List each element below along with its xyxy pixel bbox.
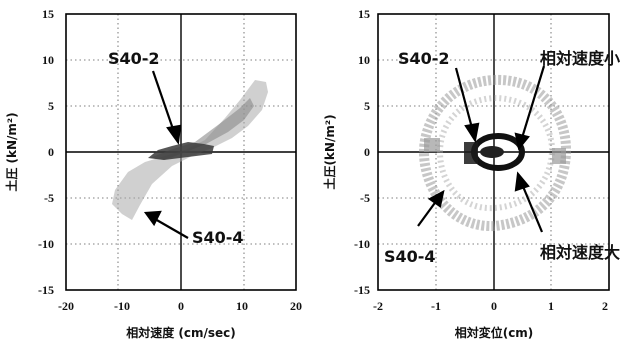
right-arrows [417, 65, 546, 233]
right-label-small-velocity: 相対速度小 [540, 49, 620, 68]
right-ytick-10: 10 [358, 53, 370, 67]
left-x-axis-label: 相対速度 (cm/sec) [126, 325, 236, 340]
left-plot-frame [65, 13, 297, 291]
left-label-s40-2: S40-2 [108, 49, 160, 68]
right-arrow-s40-2-line [454, 67, 474, 129]
right-ytick-m15: -15 [354, 283, 370, 297]
left-series-s40-2-cluster [148, 142, 214, 160]
right-series-s40-2-loop [464, 133, 525, 171]
right-s40-2-core [480, 146, 504, 158]
right-arrow-s40-2-head [464, 122, 480, 143]
right-xtick-2: 2 [602, 299, 608, 313]
right-arrow-large-head [514, 171, 530, 192]
left-xtick-10: 10 [236, 299, 248, 313]
left-ytick-m5: -5 [44, 191, 54, 205]
right-ytick-5: 5 [364, 99, 370, 113]
right-s40-2-left-blob [464, 142, 478, 164]
right-panel: S40-2 相対速度小 S40-4 相対速度大 15 10 5 0 -5 -10… [322, 7, 620, 340]
right-x-axis-label: 相対変位(cm) [455, 325, 534, 340]
right-plot-frame [377, 13, 610, 291]
right-x-ticks: -2 -1 0 1 2 [373, 299, 608, 313]
left-y-ticks: 15 10 5 0 -5 -10 -15 [38, 7, 54, 297]
left-xtick-20: 20 [290, 299, 302, 313]
right-s40-4-inner [436, 94, 556, 212]
right-series-s40-4-loop [418, 74, 572, 232]
right-ytick-m10: -10 [354, 237, 370, 251]
right-label-s40-2: S40-2 [398, 49, 450, 68]
left-ytick-0: 0 [48, 145, 54, 159]
left-ytick-5: 5 [48, 99, 54, 113]
right-arrow-s40-4-line [417, 199, 438, 227]
right-xtick-m2: -2 [373, 299, 383, 313]
right-xtick-0: 0 [491, 299, 497, 313]
right-ytick-0: 0 [364, 145, 370, 159]
right-s40-4-outer [418, 74, 572, 232]
left-arrow-s40-2-line [151, 70, 176, 133]
left-ytick-15: 15 [42, 7, 54, 21]
left-arrows [143, 70, 189, 239]
left-label-s40-4: S40-4 [192, 228, 244, 247]
right-label-large-velocity: 相対速度大 [540, 243, 620, 262]
left-arrow-s40-2-head [166, 124, 182, 145]
left-gridlines [66, 14, 296, 290]
left-x-ticks: -20 -10 0 10 20 [58, 299, 302, 313]
right-xtick-1: 1 [548, 299, 554, 313]
left-ytick-m15: -15 [38, 283, 54, 297]
right-y-axis-label: 土圧(kN/m²) [322, 114, 337, 189]
left-xtick-m20: -20 [58, 299, 74, 313]
left-ytick-10: 10 [42, 53, 54, 67]
left-y-axis-label: 土圧 (kN/m²) [4, 112, 19, 191]
left-panel: S40-2 S40-4 15 10 5 0 -5 -10 -15 -20 -10… [4, 7, 302, 340]
left-arrow-s40-4-head [143, 210, 162, 227]
right-label-s40-4: S40-4 [384, 247, 436, 266]
left-xtick-m10: -10 [114, 299, 130, 313]
right-arrow-small-line [520, 65, 546, 139]
left-ytick-m10: -10 [38, 237, 54, 251]
right-s40-4-right-lump [552, 148, 566, 164]
left-xtick-0: 0 [178, 299, 184, 313]
right-arrow-small-head [514, 132, 530, 151]
left-s40-2-band [148, 142, 214, 160]
right-xtick-m1: -1 [431, 299, 441, 313]
right-y-ticks: 15 10 5 0 -5 -10 -15 [354, 7, 370, 297]
left-arrow-s40-4-line [154, 218, 189, 239]
right-ytick-15: 15 [358, 7, 370, 21]
right-ytick-m5: -5 [360, 191, 370, 205]
right-arrow-s40-4-head [427, 189, 445, 208]
right-gridlines [378, 14, 609, 290]
right-arrow-large-line [520, 183, 544, 233]
right-s40-4-left-lump [424, 138, 440, 152]
